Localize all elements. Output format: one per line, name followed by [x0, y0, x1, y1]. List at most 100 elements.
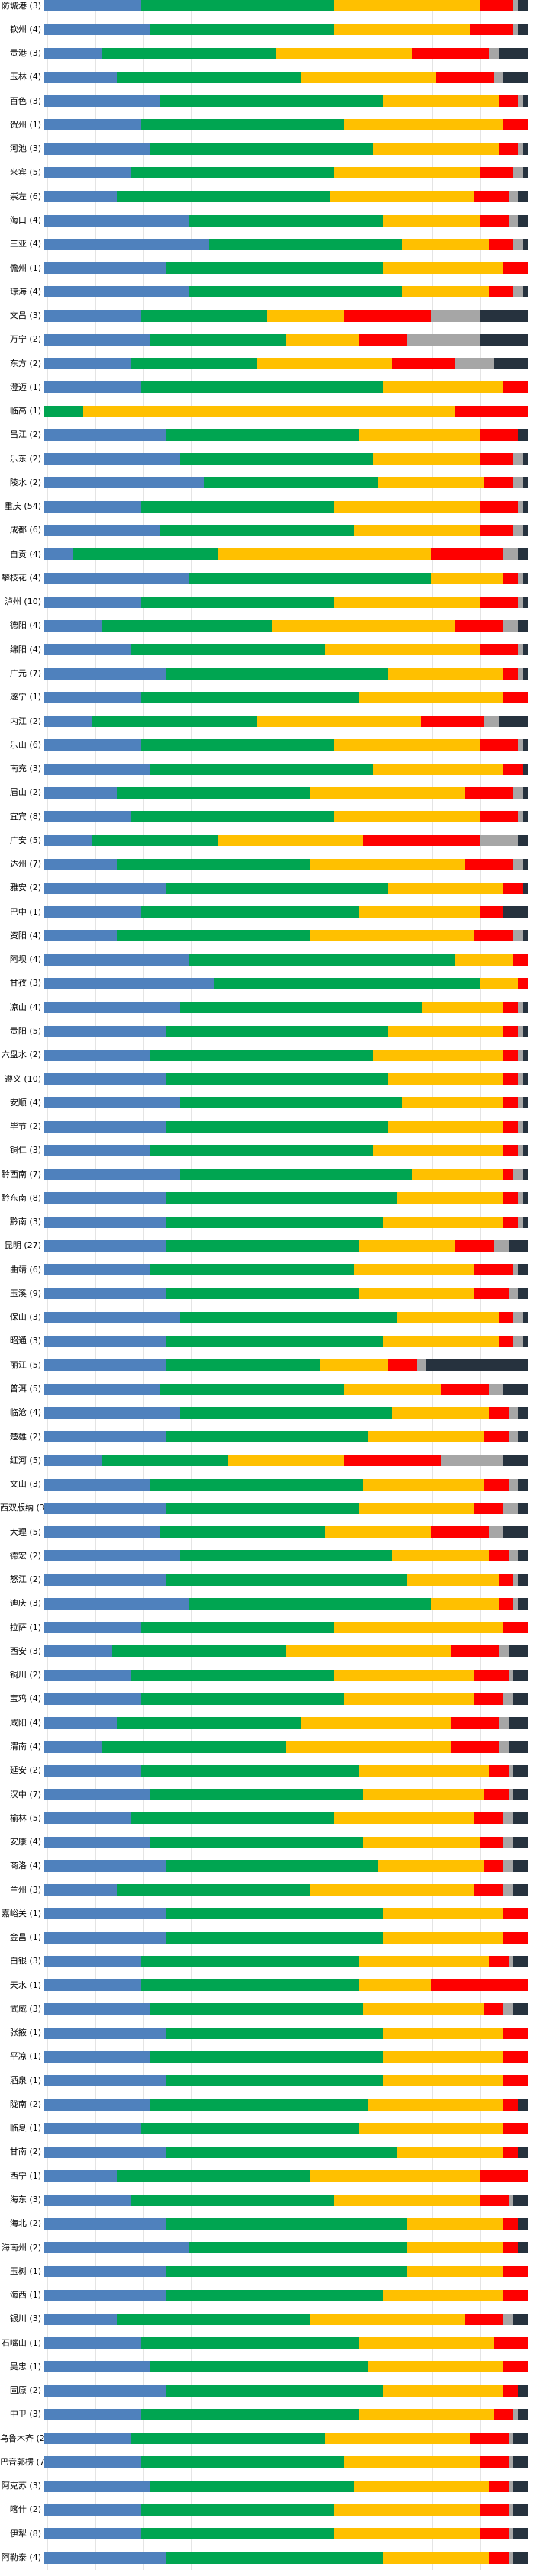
bar-segment-yellow: [388, 1121, 504, 1133]
bar-segment-gray: [513, 166, 523, 178]
row-label: 临高 (1): [9, 407, 41, 416]
bar-segment-red: [503, 1216, 519, 1228]
bar-segment-yellow: [368, 2098, 504, 2111]
bar-segment-green: [150, 2098, 368, 2111]
bar-segment-dark: [503, 1383, 528, 1395]
bar-segment-dark: [518, 1550, 528, 1562]
bar-segment-red: [489, 1550, 509, 1562]
stacked-bar: [44, 1359, 528, 1372]
row-label: 巴中 (1): [9, 907, 41, 917]
bar-segment-red: [484, 1860, 504, 1872]
bar-segment-green: [165, 2075, 383, 2087]
bar-segment-yellow: [431, 572, 504, 584]
row-label: 百色 (3): [9, 96, 41, 106]
bar-segment-green: [179, 1407, 393, 1419]
bar-segment-yellow: [363, 1478, 484, 1491]
bar-segment-red: [503, 2098, 519, 2111]
bar-segment-red: [503, 1073, 519, 1085]
bar-segment-gray: [503, 620, 519, 632]
bar-segment-blue: [44, 119, 141, 131]
chart-row: 黔南 (3): [0, 1211, 534, 1234]
bar-segment-yellow: [388, 667, 504, 680]
bar-segment-yellow: [373, 763, 504, 775]
stacked-bar: [44, 930, 528, 942]
bar-segment-yellow: [359, 1502, 475, 1514]
bar-segment-gray: [513, 1311, 523, 1323]
row-label: 海南州 (2): [1, 2243, 41, 2253]
bar-segment-dark: [523, 238, 528, 250]
chart-row: 遵义 (10): [0, 1067, 534, 1091]
stacked-bar: [44, 978, 528, 990]
stacked-bar: [44, 2433, 528, 2445]
chart-row: 崇左 (6): [0, 185, 534, 208]
bar-segment-blue: [44, 1240, 166, 1252]
bar-segment-green: [165, 1931, 383, 1944]
bar-segment-green: [140, 2456, 345, 2468]
bar-segment-dark: [426, 1359, 528, 1372]
bar-segment-dark: [523, 811, 528, 823]
bar-segment-dark: [523, 858, 528, 870]
stacked-bar: [44, 71, 528, 83]
bar-segment-dark: [523, 667, 528, 680]
bar-segment-blue: [44, 858, 117, 870]
bar-segment-green: [160, 1383, 345, 1395]
bar-segment-blue: [44, 739, 141, 751]
row-label: 巴音郭楞 (7): [0, 2457, 44, 2467]
bar-segment-blue: [44, 2456, 141, 2468]
bar-segment-yellow: [218, 548, 432, 561]
bar-segment-blue: [44, 1693, 141, 1705]
bar-segment-blue: [44, 2504, 141, 2517]
bar-segment-blue: [44, 166, 132, 178]
bar-segment-dark: [523, 596, 528, 608]
bar-segment-green: [131, 644, 325, 656]
bar-segment-gray: [503, 1502, 519, 1514]
bar-segment-red: [503, 1192, 519, 1204]
bar-segment-yellow: [310, 2170, 480, 2182]
bar-segment-dark: [498, 47, 528, 59]
bar-segment-gray: [503, 1884, 513, 1896]
chart-row: 铜仁 (3): [0, 1139, 534, 1163]
bar-segment-gray: [455, 358, 494, 370]
chart-row: 德阳 (4): [0, 614, 534, 638]
row-label: 贵阳 (5): [9, 1027, 41, 1036]
bar-segment-green: [160, 1526, 325, 1539]
bar-segment-red: [479, 500, 519, 513]
bar-segment-blue: [44, 214, 190, 227]
chart-row: 楚雄 (2): [0, 1425, 534, 1449]
bar-segment-red: [498, 1597, 513, 1610]
stacked-bar: [44, 1526, 528, 1539]
bar-segment-dark: [513, 1789, 528, 1801]
bar-segment-gray: [489, 1526, 504, 1539]
bar-segment-green: [165, 1431, 368, 1443]
bar-segment-blue: [44, 1049, 151, 1061]
stacked-bar: [44, 2456, 528, 2468]
bar-segment-yellow: [359, 1240, 455, 1252]
bar-segment-yellow: [455, 954, 513, 966]
row-label: 平凉 (1): [9, 2052, 41, 2062]
chart-row: 渭南 (4): [0, 1735, 534, 1758]
row-label: 文昌 (3): [9, 311, 41, 321]
row-label: 临沧 (4): [9, 1408, 41, 1418]
bar-segment-yellow: [382, 2075, 504, 2087]
bar-segment-gray: [503, 548, 519, 561]
bar-segment-yellow: [382, 381, 504, 394]
bar-segment-blue: [44, 71, 117, 83]
bar-segment-blue: [44, 1216, 166, 1228]
bar-segment-dark: [513, 2433, 528, 2445]
bar-segment-red: [494, 2408, 513, 2420]
bar-segment-yellow: [407, 2217, 504, 2230]
bar-segment-gray: [417, 1359, 426, 1372]
bar-segment-green: [165, 2289, 383, 2301]
bar-segment-red: [440, 1383, 490, 1395]
row-label: 宜宾 (8): [9, 812, 41, 822]
bar-segment-blue: [44, 2242, 190, 2254]
bar-segment-green: [165, 2266, 407, 2278]
chart-row: 昌江 (2): [0, 423, 534, 447]
bar-segment-green: [131, 1669, 335, 1681]
bar-segment-red: [503, 1097, 519, 1109]
bar-segment-dark: [523, 286, 528, 298]
bar-segment-green: [165, 1359, 320, 1372]
chart-row: 伊犁 (8): [0, 2522, 534, 2545]
bar-segment-dark: [523, 882, 528, 894]
row-label: 遵义 (10): [4, 1074, 41, 1084]
